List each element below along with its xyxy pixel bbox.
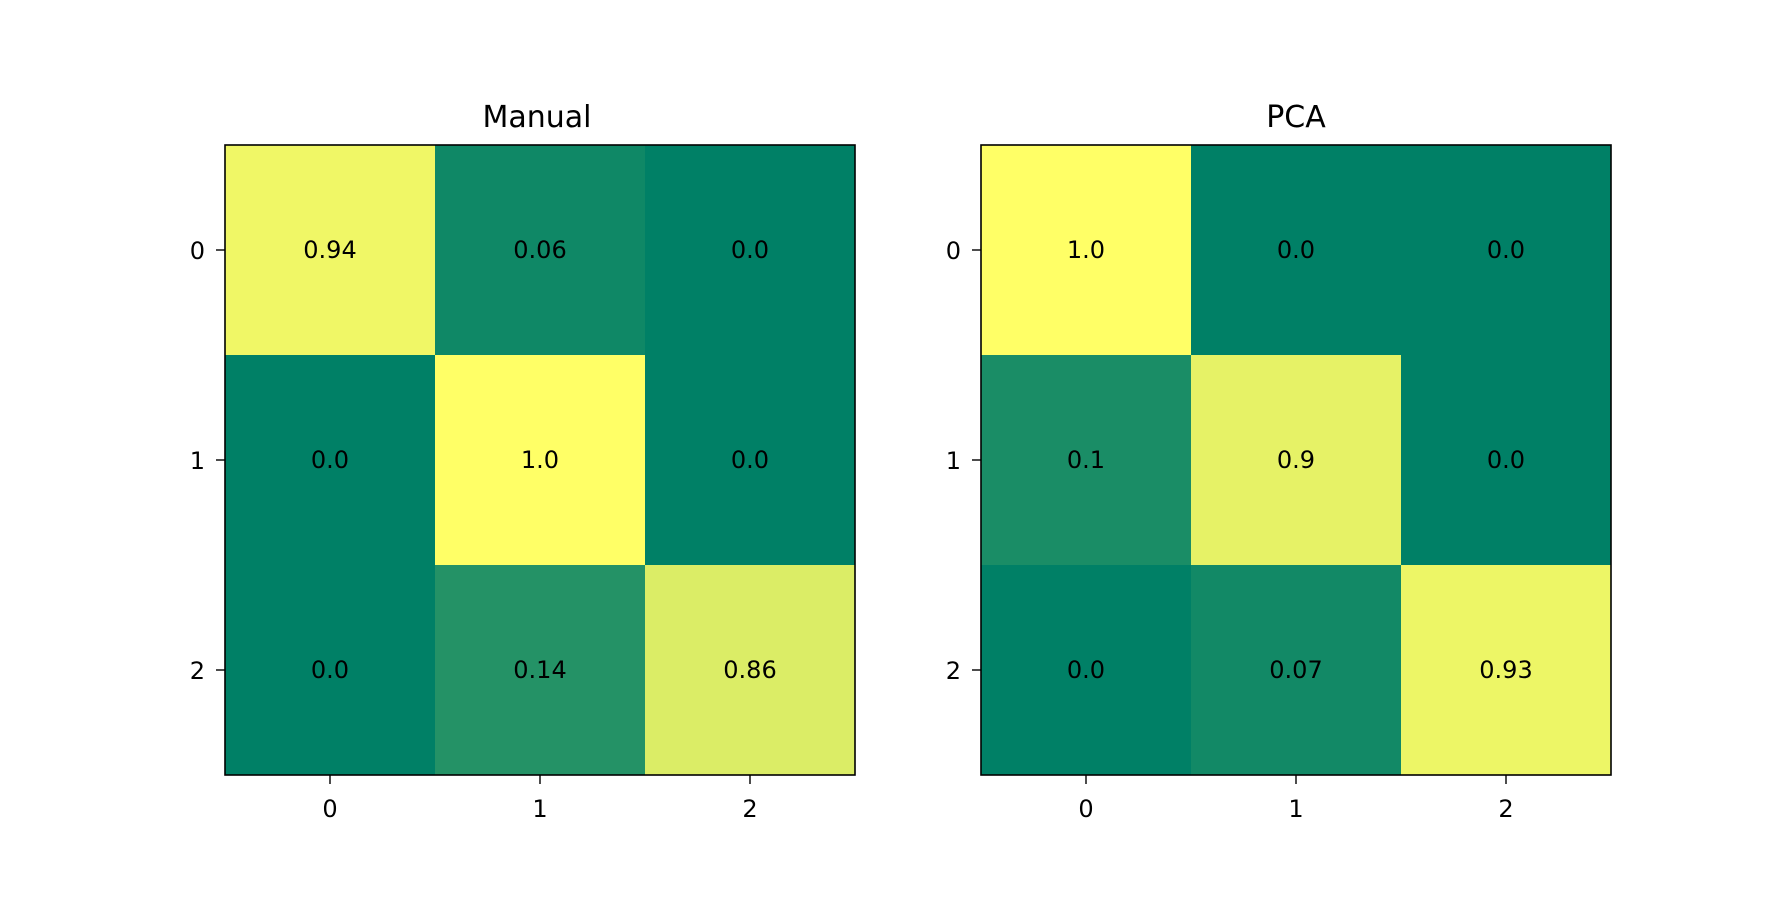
heatmap-cell-0-0 [225, 145, 436, 356]
cell-value-label-2-1: 0.07 [1269, 656, 1322, 684]
panel-title-manual: Manual [482, 100, 591, 135]
heatmap-cell-2-2 [1401, 565, 1612, 776]
cell-value-label-2-2: 0.86 [723, 656, 776, 684]
heatmap-cells-manual: 0.94 0.06 0.0 0.0 1.0 0.0 0.0 0.14 0.86 [225, 145, 856, 776]
panel-title-pca: PCA [1266, 100, 1326, 135]
cell-value-label-1-2: 0.0 [731, 446, 769, 474]
cell-value-label-2-0: 0.0 [1067, 656, 1105, 684]
heatmap-cell-2-2 [645, 565, 856, 776]
heatmap-cell-0-2 [1401, 145, 1612, 356]
heatmap-cell-2-0 [981, 565, 1192, 776]
heatmap-cell-1-2 [1401, 355, 1612, 566]
heatmap-cell-1-2 [645, 355, 856, 566]
y-tick-label-1: 1 [190, 447, 205, 475]
heatmap-cell-0-2 [645, 145, 856, 356]
x-tick-label-1: 1 [532, 795, 547, 823]
cell-value-label-0-1: 0.06 [513, 236, 566, 264]
heatmap-cell-1-0 [981, 355, 1192, 566]
cell-value-label-0-0: 0.94 [303, 236, 356, 264]
cell-value-label-1-1: 1.0 [521, 446, 559, 474]
heatmap-cell-1-1 [435, 355, 646, 566]
x-tick-label-0: 0 [322, 795, 337, 823]
cell-value-label-0-0: 1.0 [1067, 236, 1105, 264]
heatmap-cell-2-1 [1191, 565, 1402, 776]
y-tick-label-0: 0 [946, 237, 961, 265]
x-tick-label-0: 0 [1078, 795, 1093, 823]
cell-value-label-2-2: 0.93 [1479, 656, 1532, 684]
heatmap-cells-pca: 1.0 0.0 0.0 0.1 0.9 0.0 0.0 0.07 0.93 [981, 145, 1612, 776]
cell-value-label-0-2: 0.0 [731, 236, 769, 264]
cell-value-label-2-0: 0.0 [311, 656, 349, 684]
y-tick-label-2: 2 [190, 657, 205, 685]
heatmap-cell-1-1 [1191, 355, 1402, 566]
y-tick-label-0: 0 [190, 237, 205, 265]
heatmap-cell-1-0 [225, 355, 436, 566]
y-tick-label-2: 2 [946, 657, 961, 685]
cell-value-label-2-1: 0.14 [513, 656, 566, 684]
heatmap-cell-2-0 [225, 565, 436, 776]
x-tick-label-1: 1 [1288, 795, 1303, 823]
x-tick-label-2: 2 [1498, 795, 1513, 823]
cell-value-label-1-1: 0.9 [1277, 446, 1315, 474]
y-tick-label-1: 1 [946, 447, 961, 475]
cell-value-label-0-1: 0.0 [1277, 236, 1315, 264]
heatmap-cell-2-1 [435, 565, 646, 776]
heatmap-cell-0-0 [981, 145, 1192, 356]
heatmap-cell-0-1 [1191, 145, 1402, 356]
heatmap-panel-manual: Manual 0.94 0.06 0.0 0.0 1.0 0.0 0.0 0.14 0.86 0… [190, 100, 856, 823]
x-tick-label-2: 2 [742, 795, 757, 823]
heatmap-panel-pca: PCA 1.0 0.0 0.00.1 0.9 0.00.0 0.07 0.93 0 1 2 … [946, 100, 1612, 823]
cell-value-label-0-2: 0.0 [1487, 236, 1525, 264]
cell-value-label-1-0: 0.1 [1067, 446, 1105, 474]
heatmap-cell-0-1 [435, 145, 646, 356]
cell-value-label-1-2: 0.0 [1487, 446, 1525, 474]
cell-value-label-1-0: 0.0 [311, 446, 349, 474]
